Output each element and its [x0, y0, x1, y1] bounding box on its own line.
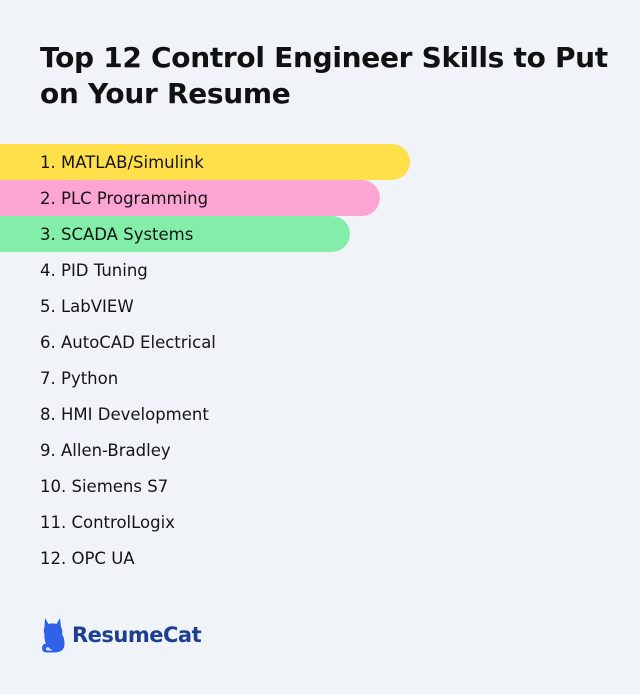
brand-name: ResumeCat — [72, 623, 202, 647]
skills-list: 1. MATLAB/Simulink 2. PLC Programming 3.… — [0, 144, 410, 576]
skill-item-9: 9. Allen-Bradley — [0, 432, 410, 468]
skill-label: 10. Siemens S7 — [40, 476, 169, 496]
skill-label: 7. Python — [40, 368, 119, 388]
skill-label: 11. ControlLogix — [40, 512, 175, 532]
skill-label: 2. PLC Programming — [40, 188, 209, 208]
skill-label: 4. PID Tuning — [40, 260, 148, 280]
resumecat-logo[interactable]: ResumeCat — [40, 615, 202, 655]
page-title: Top 12 Control Engineer Skills to Put on… — [40, 41, 608, 110]
skill-item-1: 1. MATLAB/Simulink — [0, 144, 410, 180]
skill-label: 5. LabVIEW — [40, 296, 134, 316]
skill-item-6: 6. AutoCAD Electrical — [0, 324, 410, 360]
skill-item-11: 11. ControlLogix — [0, 504, 410, 540]
skill-item-12: 12. OPC UA — [0, 540, 410, 576]
skill-item-10: 10. Siemens S7 — [0, 468, 410, 504]
cat-icon — [42, 618, 65, 653]
skill-item-2: 2. PLC Programming — [0, 180, 380, 216]
skill-item-3: 3. SCADA Systems — [0, 216, 350, 252]
skill-label: 8. HMI Development — [40, 404, 209, 424]
skill-label: 1. MATLAB/Simulink — [40, 152, 204, 172]
skill-label: 9. Allen-Bradley — [40, 440, 171, 460]
skill-label: 3. SCADA Systems — [40, 224, 194, 244]
skill-item-4: 4. PID Tuning — [0, 252, 410, 288]
skill-label: 6. AutoCAD Electrical — [40, 332, 216, 352]
skill-item-8: 8. HMI Development — [0, 396, 410, 432]
skill-item-7: 7. Python — [0, 360, 410, 396]
skill-label: 12. OPC UA — [40, 548, 135, 568]
skill-item-5: 5. LabVIEW — [0, 288, 410, 324]
